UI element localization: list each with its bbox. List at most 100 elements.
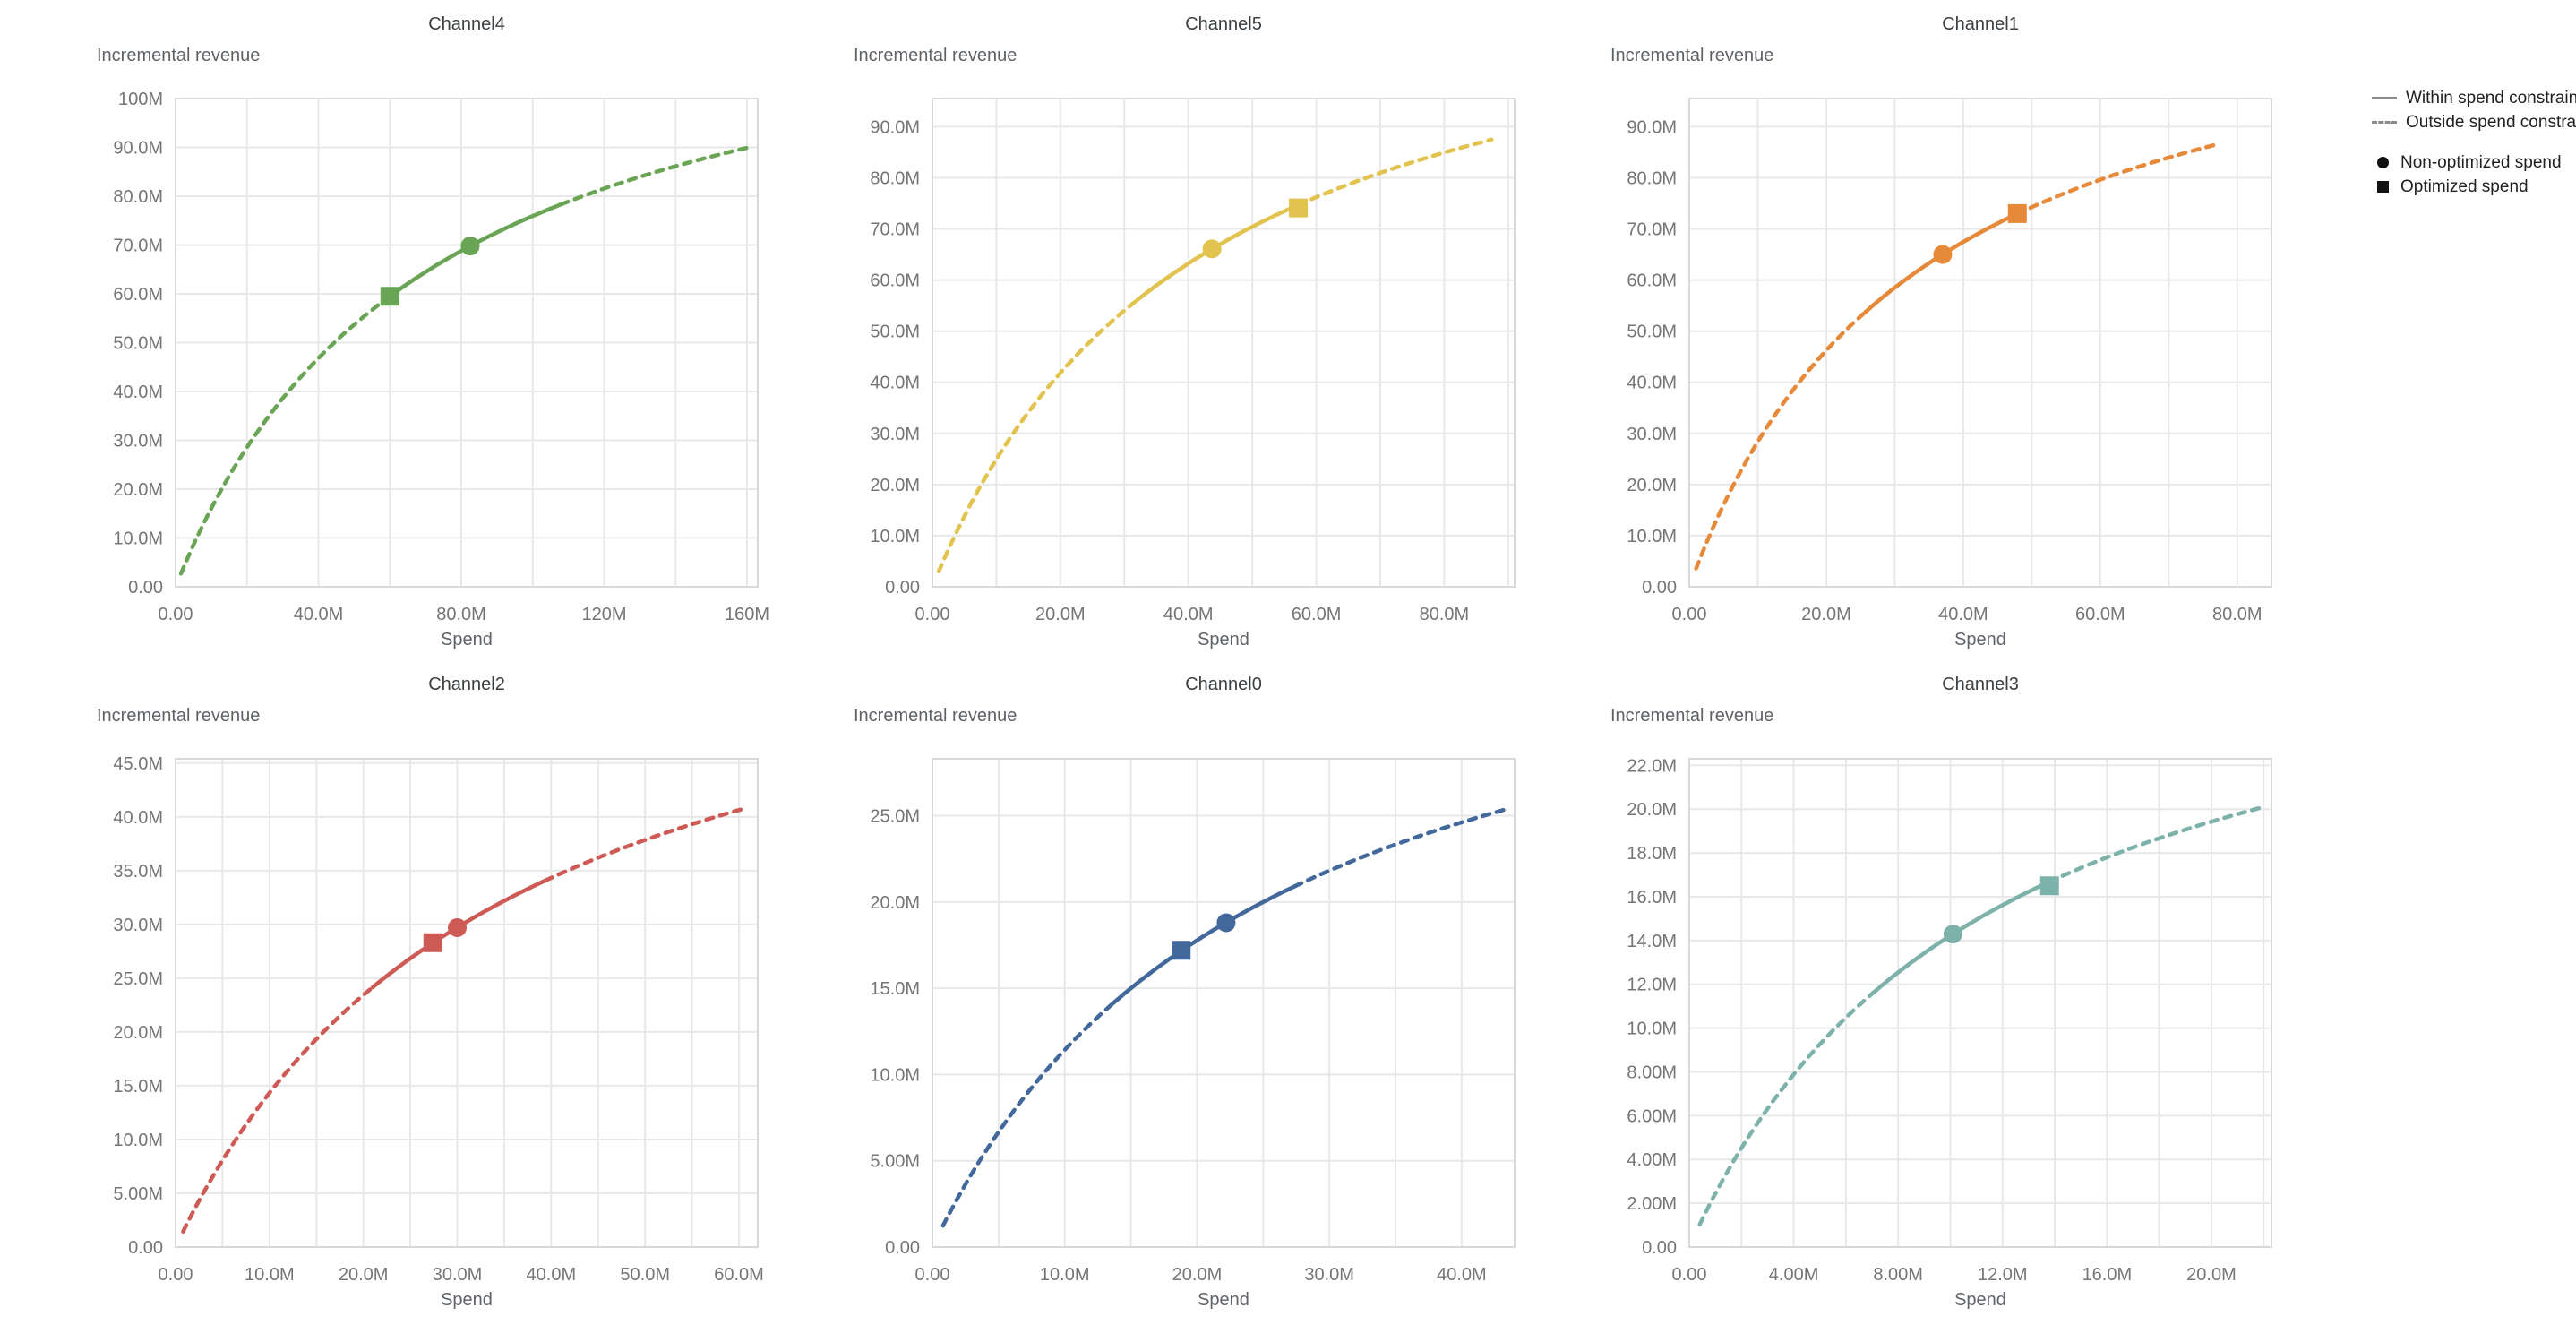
gridlines	[175, 98, 758, 588]
x-axis-title: Spend	[1954, 1290, 2006, 1310]
y-tick-labels: 0.00 5.00M 10.0M 15.0M 20.0M 25.0M	[870, 807, 920, 1258]
y-tick-label: 0.00	[128, 578, 163, 598]
y-tick-label: 90.0M	[1627, 117, 1677, 137]
y-tick-label: 10.0M	[113, 529, 163, 549]
non-optimized-spend-marker[interactable]	[448, 917, 468, 937]
response-curve-chart-channel4: Channel4 Incremental revenue Spend 0.00 10.0…	[97, 14, 769, 650]
x-tick-label: 0.00	[1672, 605, 1707, 624]
y-tick-label: 5.00M	[113, 1184, 163, 1204]
legend-label: Non-optimized spend	[2400, 152, 2562, 172]
y-axis-title: Incremental revenue	[1610, 46, 1773, 65]
x-tick-label: 40.0M	[294, 605, 344, 624]
gridlines	[175, 759, 758, 1248]
y-tick-label: 40.0M	[113, 383, 163, 402]
y-tick-label: 40.0M	[870, 374, 920, 393]
y-tick-label: 10.0M	[1627, 1020, 1677, 1039]
x-tick-label: 80.0M	[436, 605, 486, 624]
legend-item-outside-constraint: Outside spend constraint	[2372, 110, 2576, 134]
x-tick-labels: 0.00 4.00M 8.00M 12.0M 16.0M 20.0M	[1672, 1265, 2237, 1285]
response-curve-chart-channel3: Channel3 Incremental revenue Spend 0.00 2.00…	[1610, 675, 2272, 1310]
chart-title: Channel4	[428, 14, 505, 34]
x-tick-label: 60.0M	[2075, 605, 2125, 624]
optimized-spend-marker[interactable]	[1289, 198, 1309, 218]
x-axis-title: Spend	[441, 1290, 493, 1310]
y-tick-label: 6.00M	[1627, 1106, 1677, 1126]
x-tick-label: 16.0M	[2082, 1265, 2133, 1285]
x-tick-labels: 0.00 10.0M 20.0M 30.0M 40.0M	[915, 1265, 1487, 1285]
curve-outside-constraint-right	[2047, 805, 2263, 884]
curve-outside-constraint-right	[1292, 806, 1510, 889]
chart-panel-channel4: Channel4 Incremental revenue Spend 0.00 10.0…	[36, 0, 793, 660]
response-curve-chart-channel1: Channel1 Incremental revenue Spend 0.00 10.0…	[1610, 14, 2272, 650]
y-tick-label: 70.0M	[1627, 220, 1677, 240]
x-tick-label: 120M	[582, 605, 627, 624]
x-tick-label: 4.00M	[1769, 1265, 1819, 1285]
response-curve-chart-channel0: Channel0 Incremental revenue Spend 0.00 5.00…	[854, 675, 1516, 1310]
response-curve-chart-channel2: Channel2 Incremental revenue Spend 0.00 5.00…	[97, 675, 764, 1310]
y-axis-title: Incremental revenue	[854, 706, 1017, 726]
non-optimized-spend-marker[interactable]	[1202, 239, 1222, 259]
x-tick-label: 160M	[725, 605, 769, 624]
gridlines	[1688, 99, 2271, 588]
y-tick-label: 14.0M	[1627, 932, 1677, 951]
non-optimized-spend-marker[interactable]	[1943, 925, 1962, 944]
y-tick-label: 60.0M	[870, 271, 920, 291]
y-tick-labels: 0.00 2.00M 4.00M 6.00M 8.00M 10.0M 12.0M 14.0M 1…	[1627, 756, 1677, 1258]
y-axis-title: Incremental revenue	[1610, 706, 1773, 726]
y-tick-label: 20.0M	[1627, 476, 1677, 495]
optimized-spend-marker[interactable]	[423, 933, 442, 952]
y-tick-label: 100M	[118, 90, 163, 109]
x-tick-labels: 0.00 20.0M 40.0M 60.0M 80.0M	[1672, 605, 2263, 624]
chart-title: Channel3	[1942, 675, 2019, 694]
y-tick-label: 12.0M	[1627, 976, 1677, 995]
plot-area[interactable]	[932, 98, 1516, 588]
y-tick-label: 30.0M	[113, 916, 163, 935]
y-tick-label: 90.0M	[870, 117, 920, 137]
y-axis-title: Incremental revenue	[97, 46, 260, 65]
curve-outside-constraint-right	[559, 144, 753, 207]
curve-within-constraint	[1106, 883, 1298, 1010]
x-tick-label: 10.0M	[245, 1265, 295, 1285]
chart-title: Channel5	[1185, 14, 1262, 34]
non-optimized-spend-marker[interactable]	[1216, 913, 1236, 933]
plot-area[interactable]	[175, 758, 759, 1248]
plot-area[interactable]	[1688, 758, 2272, 1248]
y-tick-label: 30.0M	[113, 432, 163, 452]
y-tick-label: 15.0M	[870, 979, 920, 999]
y-tick-label: 16.0M	[1627, 888, 1677, 908]
optimized-spend-marker[interactable]	[2007, 203, 2027, 223]
non-optimized-spend-marker[interactable]	[1933, 245, 1953, 264]
plot-area[interactable]	[932, 758, 1516, 1248]
y-tick-label: 30.0M	[870, 425, 920, 444]
x-tick-label: 0.00	[159, 1265, 193, 1285]
plot-area[interactable]	[175, 98, 759, 588]
curve-outside-constraint-left	[178, 294, 392, 576]
x-tick-label: 20.0M	[1172, 1265, 1223, 1285]
plot-area[interactable]	[1688, 98, 2272, 588]
x-tick-label: 60.0M	[714, 1265, 764, 1285]
legend-item-non-optimized: Non-optimized spend	[2372, 151, 2576, 175]
x-tick-label: 40.0M	[1938, 605, 1988, 624]
x-tick-label: 20.0M	[1035, 605, 1086, 624]
channel-response-curves-grid: Channel4 Incremental revenue Spend 0.00 10.0…	[36, 0, 2306, 1321]
circle-marker-icon	[2377, 157, 2389, 168]
x-tick-label: 20.0M	[2186, 1265, 2237, 1285]
y-tick-label: 20.0M	[1627, 800, 1677, 820]
optimized-spend-marker[interactable]	[380, 287, 399, 306]
chart-panel-channel2: Channel2 Incremental revenue Spend 0.00 5.00…	[36, 660, 793, 1321]
y-tick-label: 10.0M	[870, 527, 920, 546]
x-tick-label: 0.00	[915, 605, 950, 624]
optimized-spend-marker[interactable]	[1172, 941, 1191, 960]
y-tick-label: 8.00M	[1627, 1063, 1677, 1082]
y-tick-label: 25.0M	[113, 969, 163, 989]
gridlines	[1688, 759, 2271, 1248]
dashed-line-icon	[2372, 121, 2397, 124]
optimized-spend-marker[interactable]	[2039, 876, 2059, 896]
y-tick-labels: 0.00 10.0M 20.0M 30.0M 40.0M 50.0M 60.0M 70.0M 8…	[113, 90, 163, 598]
curve-outside-constraint-right	[1296, 137, 1494, 207]
y-tick-label: 30.0M	[1627, 425, 1677, 444]
x-tick-label: 80.0M	[2212, 605, 2263, 624]
x-axis-title: Spend	[441, 630, 493, 650]
non-optimized-spend-marker[interactable]	[460, 237, 480, 256]
x-tick-labels: 0.00 10.0M 20.0M 30.0M 40.0M 50.0M 60.0M	[159, 1265, 764, 1285]
